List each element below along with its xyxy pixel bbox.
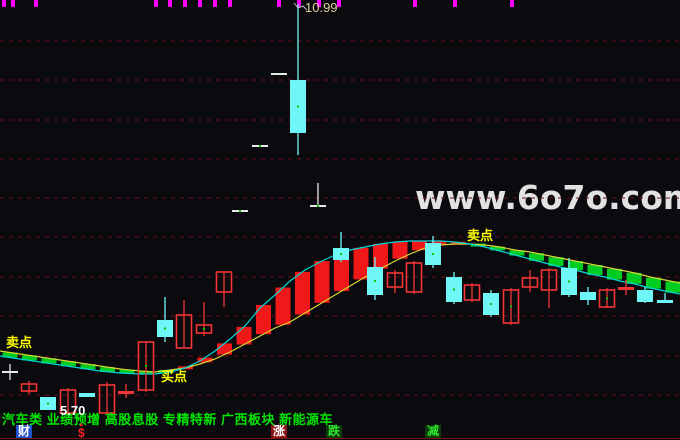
status-bar: 财 ▲ $ 涨 跌 减 (0, 422, 680, 440)
status-item-fall[interactable]: 跌 (326, 424, 343, 438)
status-item-rise[interactable]: 涨 (271, 424, 288, 438)
signal-ticks-group (2, 0, 514, 7)
trend-ribbon-group (0, 240, 680, 375)
status-item-finance[interactable]: 财 (16, 424, 33, 438)
status-item-dollar[interactable]: ▲ $ (78, 422, 85, 440)
status-bar-divider (0, 438, 680, 439)
callout-arrow-group (293, 2, 308, 11)
up-triangle-icon: ▲ (78, 422, 85, 428)
candles-group[interactable] (2, 4, 673, 414)
concept-tags[interactable]: 汽车类 业绩预增 高股息股 专精特新 广西板块 新能源车 (2, 412, 334, 427)
dollar-icon: $ (78, 426, 85, 440)
status-item-reduce[interactable]: 减 (425, 424, 442, 438)
gridlines-group (0, 40, 680, 396)
